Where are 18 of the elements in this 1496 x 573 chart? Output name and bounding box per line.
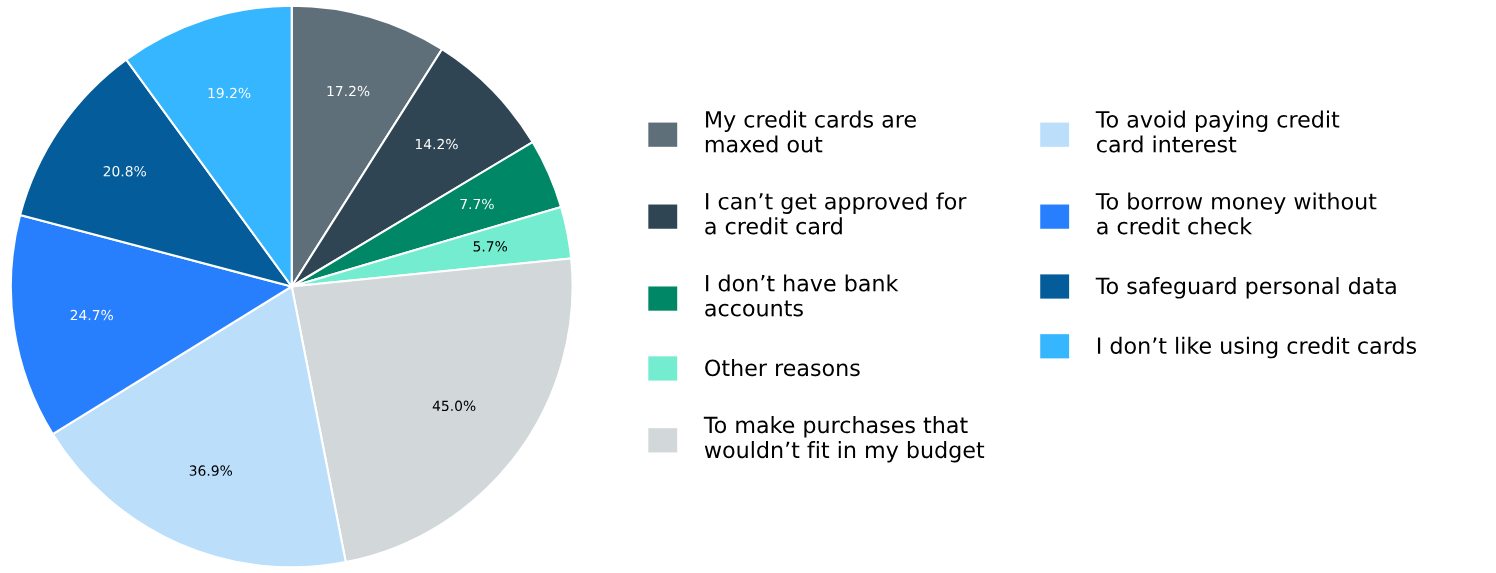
data-label: 17.2% [327,85,370,97]
legend-label: To safeguard personal data [1095,277,1396,299]
data-label: 24.7% [70,309,113,321]
data-label: 19.2% [208,87,251,99]
data-label: 14.2% [415,138,458,150]
data-label: 45.0% [432,400,476,412]
legend-label: To borrow money without a credit check [1095,192,1377,235]
legend-label: I can’t get approved for a credit card [705,192,967,235]
legend-label: Other reasons [705,359,860,377]
legend-label: To avoid paying credit card interest [1095,110,1340,153]
legend-label: I don’t like using credit cards [1097,336,1417,359]
legend-label: My credit cards are maxed out [705,110,916,153]
data-label: 20.8% [103,165,146,177]
data-label: 36.9% [189,465,233,476]
data-label: 7.7% [460,198,494,210]
legend-label: To make purchases that wouldn’t fit in my budget [703,416,985,463]
legend-label: I don’t have bank accounts [705,274,899,317]
data-label: 5.7% [473,241,508,252]
